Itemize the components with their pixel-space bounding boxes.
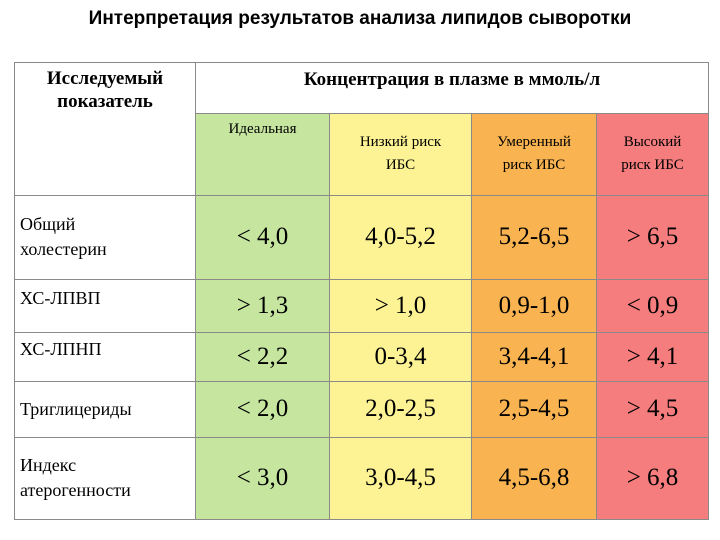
row-label-line1: ХС-ЛПВП [20,287,101,308]
value-high-risk: < 0,9 [596,278,709,333]
col-header-ideal: Идеальная [195,112,330,196]
value-moderate-risk: 3,4-4,1 [471,331,597,382]
lipid-table: Исследуемый показатель Концентрация в пл… [14,62,709,520]
value-high-risk: > 4,5 [596,380,709,438]
row-label-line1: Триглицериды [20,398,132,419]
parameter-header: Исследуемый показатель [14,62,196,113]
col-header-line1: Идеальная [228,120,297,137]
table-row: ХС-ЛПНП < 2,2 0-3,4 3,4-4,1 > 4,1 [14,331,709,382]
table-row: Индекс атерогенности < 3,0 3,0-4,5 4,5-6… [14,436,709,520]
value-ideal: < 2,2 [195,331,330,382]
parameter-header-line2: показатель [57,91,153,112]
row-label: ХС-ЛПВП [14,278,196,333]
col-header-high-risk: Высокий риск ИБС [596,112,709,196]
value-moderate-risk: 2,5-4,5 [471,380,597,438]
value-moderate-risk: 0,9-1,0 [471,278,597,333]
parameter-header-line1: Исследуемый [46,68,164,89]
value-moderate-risk: 5,2-6,5 [471,194,597,280]
row-label-line1: Индекс [20,455,77,475]
row-label-line1: Общий [20,214,76,234]
row-label: Общий холестерин [14,194,196,280]
value-moderate-risk: 4,5-6,8 [471,436,597,520]
concentration-header: Концентрация в плазме в ммоль/л [195,62,709,113]
value-low-risk: 2,0-2,5 [329,380,472,438]
col-header-line1: Высокий [623,134,682,150]
col-header-line1: Умеренный [497,134,571,150]
row-label: ХС-ЛПНП [14,331,196,382]
value-high-risk: > 6,8 [596,436,709,520]
value-low-risk: > 1,0 [329,278,472,333]
row-label-line2: холестерин [20,239,107,259]
col-header-line2: риск ИБС [502,157,566,173]
value-low-risk: 4,0-5,2 [329,194,472,280]
parameter-header-spacer [14,113,196,196]
row-label-line2: атерогенности [20,480,131,500]
col-header-line2: риск ИБС [621,157,684,173]
value-ideal: < 2,0 [195,380,330,438]
table-row: Триглицериды < 2,0 2,0-2,5 2,5-4,5 > 4,5 [14,380,709,438]
value-ideal: < 3,0 [195,436,330,520]
table-row: ХС-ЛПВП > 1,3 > 1,0 0,9-1,0 < 0,9 [14,278,709,333]
value-ideal: > 1,3 [195,278,330,333]
col-header-moderate-risk: Умеренный риск ИБС [471,112,597,196]
row-label: Триглицериды [14,380,196,438]
col-header-low-risk: Низкий риск ИБС [329,112,472,196]
col-header-line2: ИБС [385,157,416,173]
row-label-line1: ХС-ЛПНП [20,338,102,359]
value-high-risk: > 6,5 [596,194,709,280]
value-high-risk: > 4,1 [596,331,709,382]
page-title: Интерпретация результатов анализа липидо… [88,8,632,29]
value-low-risk: 0-3,4 [329,331,472,382]
col-header-line1: Низкий риск [359,134,442,150]
row-label: Индекс атерогенности [14,436,196,520]
table-row: Общий холестерин < 4,0 4,0-5,2 5,2-6,5 >… [14,194,709,280]
value-ideal: < 4,0 [195,194,330,280]
value-low-risk: 3,0-4,5 [329,436,472,520]
